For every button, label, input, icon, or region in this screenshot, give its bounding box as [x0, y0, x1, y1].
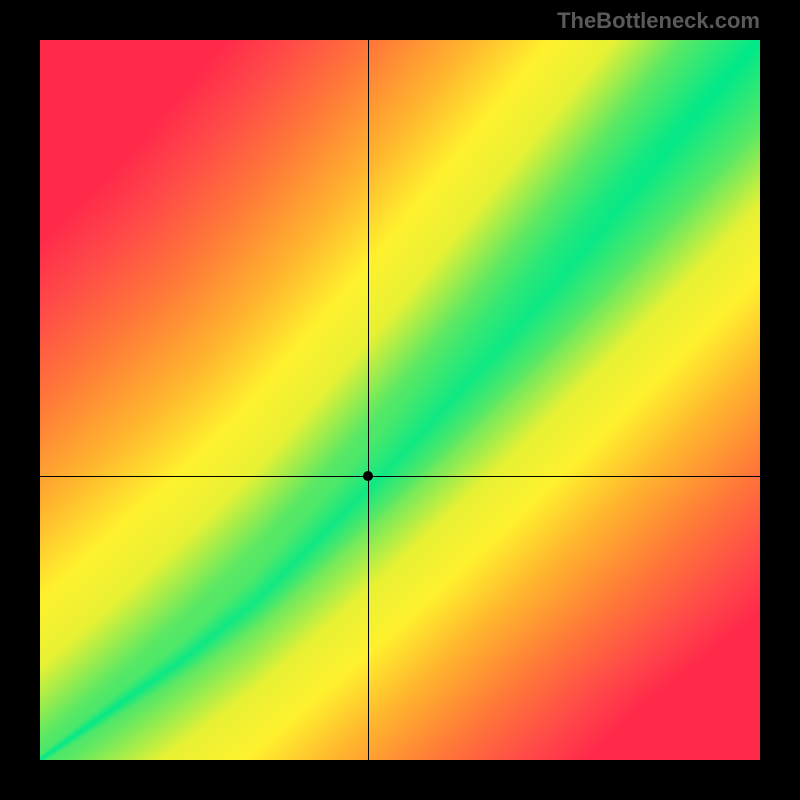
crosshair-horizontal: [40, 476, 760, 477]
heatmap-canvas: [40, 40, 760, 760]
plot-area: [40, 40, 760, 760]
crosshair-marker: [363, 471, 373, 481]
crosshair-vertical: [368, 40, 369, 760]
watermark-text: TheBottleneck.com: [557, 8, 760, 34]
